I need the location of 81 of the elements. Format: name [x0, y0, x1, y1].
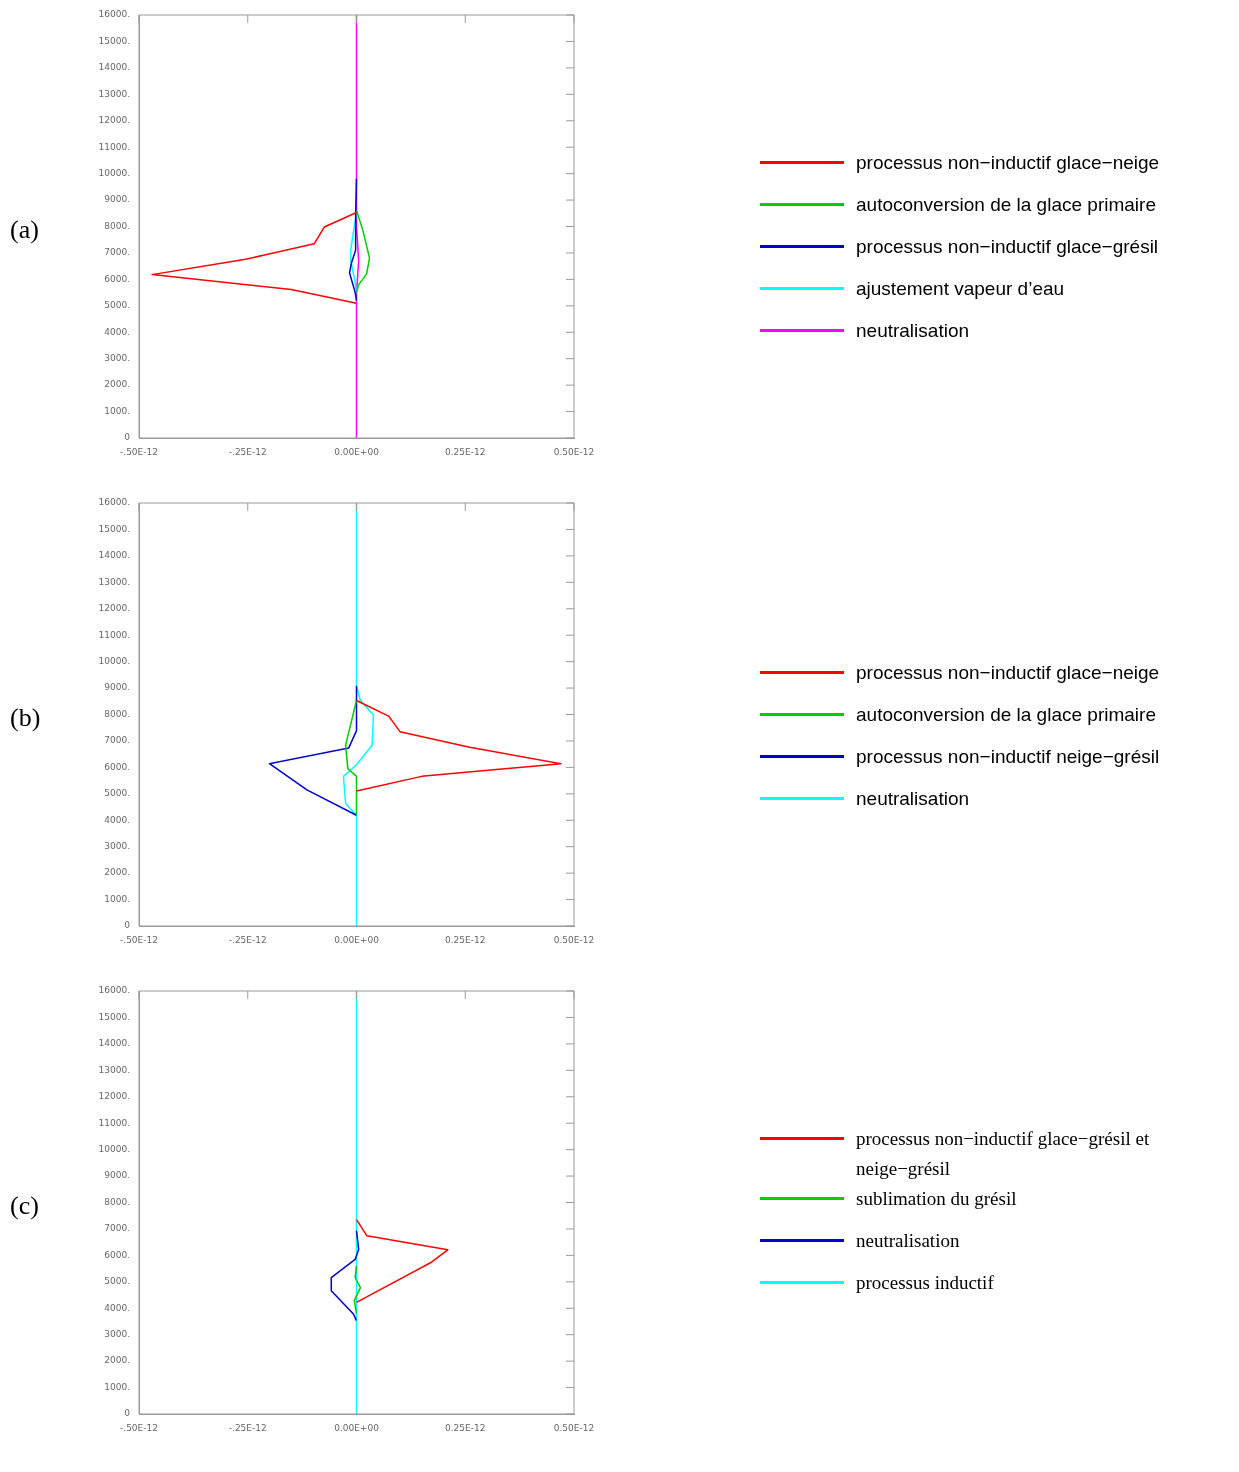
y-tick-label: 5000.: [104, 788, 130, 799]
y-tick-label: 16000.: [98, 9, 130, 20]
y-tick-label: 14000.: [98, 1038, 130, 1049]
y-tick-label: 0: [124, 920, 131, 931]
text: (a): [10, 215, 39, 245]
legend-label: ajustement vapeur d’eau: [856, 277, 1066, 301]
legend-label: sublimation du grésil: [856, 1187, 1018, 1211]
y-tick-label: 12000.: [98, 603, 130, 614]
x-tick-label: 0.25E-12: [445, 1422, 486, 1433]
y-tick-label: 13000.: [98, 1064, 130, 1075]
y-tick-label: 1000.: [104, 405, 130, 416]
y-tick-label: 15000.: [98, 523, 130, 534]
y-tick-label: 4000.: [104, 1302, 130, 1313]
legend-label: processus inductif: [856, 1271, 995, 1295]
y-tick-label: 1000.: [104, 1381, 130, 1392]
y-tick-label: 2000.: [104, 379, 130, 390]
y-tick-label: 7000.: [104, 735, 130, 746]
y-tick-label: 6000.: [104, 273, 130, 284]
y-tick-label: 8000.: [104, 220, 130, 231]
y-tick-label: 15000.: [98, 1011, 130, 1022]
legend-label: neutralisation: [856, 319, 971, 343]
legend-label: neutralisation: [856, 1229, 961, 1253]
y-tick-label: 6000.: [104, 761, 130, 772]
y-tick-label: 16000.: [98, 985, 130, 996]
y-tick-label: 15000.: [98, 35, 130, 46]
x-tick-label: 0.00E+00: [334, 446, 380, 457]
legend-label: processus non−inductif neige−grésil: [856, 745, 1161, 769]
y-tick-label: 3000.: [104, 841, 130, 852]
y-tick-label: 0: [124, 1408, 131, 1419]
y-tick-label: 10000.: [98, 167, 130, 178]
y-tick-label: 12000.: [98, 115, 130, 126]
y-tick-label: 10000.: [98, 1143, 130, 1154]
y-tick-label: 2000.: [104, 1355, 130, 1366]
x-tick-label: 0.00E+00: [334, 934, 380, 945]
legend-label: processus non−inductif glace−neige: [856, 661, 1161, 685]
x-tick-label: 0.25E-12: [445, 934, 486, 945]
y-tick-label: 6000.: [104, 1249, 130, 1260]
y-tick-label: 11000.: [98, 629, 130, 640]
x-tick-label: -.50E-12: [120, 934, 158, 945]
x-tick-label: -.50E-12: [120, 446, 158, 457]
y-tick-label: 5000.: [104, 1276, 130, 1287]
y-tick-label: 13000.: [98, 88, 130, 99]
y-tick-label: 10000.: [98, 655, 130, 666]
x-tick-label: -.25E-12: [228, 446, 267, 457]
legend-label: autoconversion de la glace primaire: [856, 703, 1157, 727]
x-tick-label: 0.50E-12: [553, 934, 595, 945]
legend-label: processus non−inductif glace−neige: [856, 151, 1161, 175]
y-tick-label: 7000.: [104, 247, 130, 258]
y-tick-label: 9000.: [104, 194, 130, 205]
x-tick-label: -.25E-12: [228, 934, 267, 945]
text: (c): [10, 1191, 39, 1221]
y-tick-label: 3000.: [104, 1329, 130, 1340]
y-tick-label: 16000.: [98, 497, 130, 508]
x-tick-label: 0.50E-12: [553, 446, 595, 457]
legend-label: processus non−inductif glace−grésil: [856, 235, 1160, 259]
legend-label: autoconversion de la glace primaire: [856, 193, 1157, 217]
y-tick-label: 4000.: [104, 814, 130, 825]
y-tick-label: 9000.: [104, 682, 130, 693]
y-tick-label: 7000.: [104, 1223, 130, 1234]
y-tick-label: 5000.: [104, 300, 130, 311]
y-tick-label: 12000.: [98, 1091, 130, 1102]
x-tick-label: -.50E-12: [120, 1422, 158, 1433]
x-tick-label: 0.25E-12: [445, 446, 486, 457]
x-tick-label: 0.00E+00: [334, 1422, 380, 1433]
y-tick-label: 8000.: [104, 708, 130, 719]
y-tick-label: 2000.: [104, 867, 130, 878]
y-tick-label: 14000.: [98, 550, 130, 561]
y-tick-label: 14000.: [98, 62, 130, 73]
legend-label: neutralisation: [856, 787, 971, 811]
y-tick-label: 8000.: [104, 1196, 130, 1207]
y-tick-label: 11000.: [98, 1117, 130, 1128]
text: (b): [10, 703, 41, 733]
x-tick-label: 0.50E-12: [553, 1422, 595, 1433]
y-tick-label: 4000.: [104, 326, 130, 337]
y-tick-label: 11000.: [98, 141, 130, 152]
y-tick-label: 9000.: [104, 1170, 130, 1181]
y-tick-label: 1000.: [104, 893, 130, 904]
y-tick-label: 13000.: [98, 576, 130, 587]
x-tick-label: -.25E-12: [228, 1422, 267, 1433]
y-tick-label: 3000.: [104, 353, 130, 364]
y-tick-label: 0: [124, 432, 131, 443]
